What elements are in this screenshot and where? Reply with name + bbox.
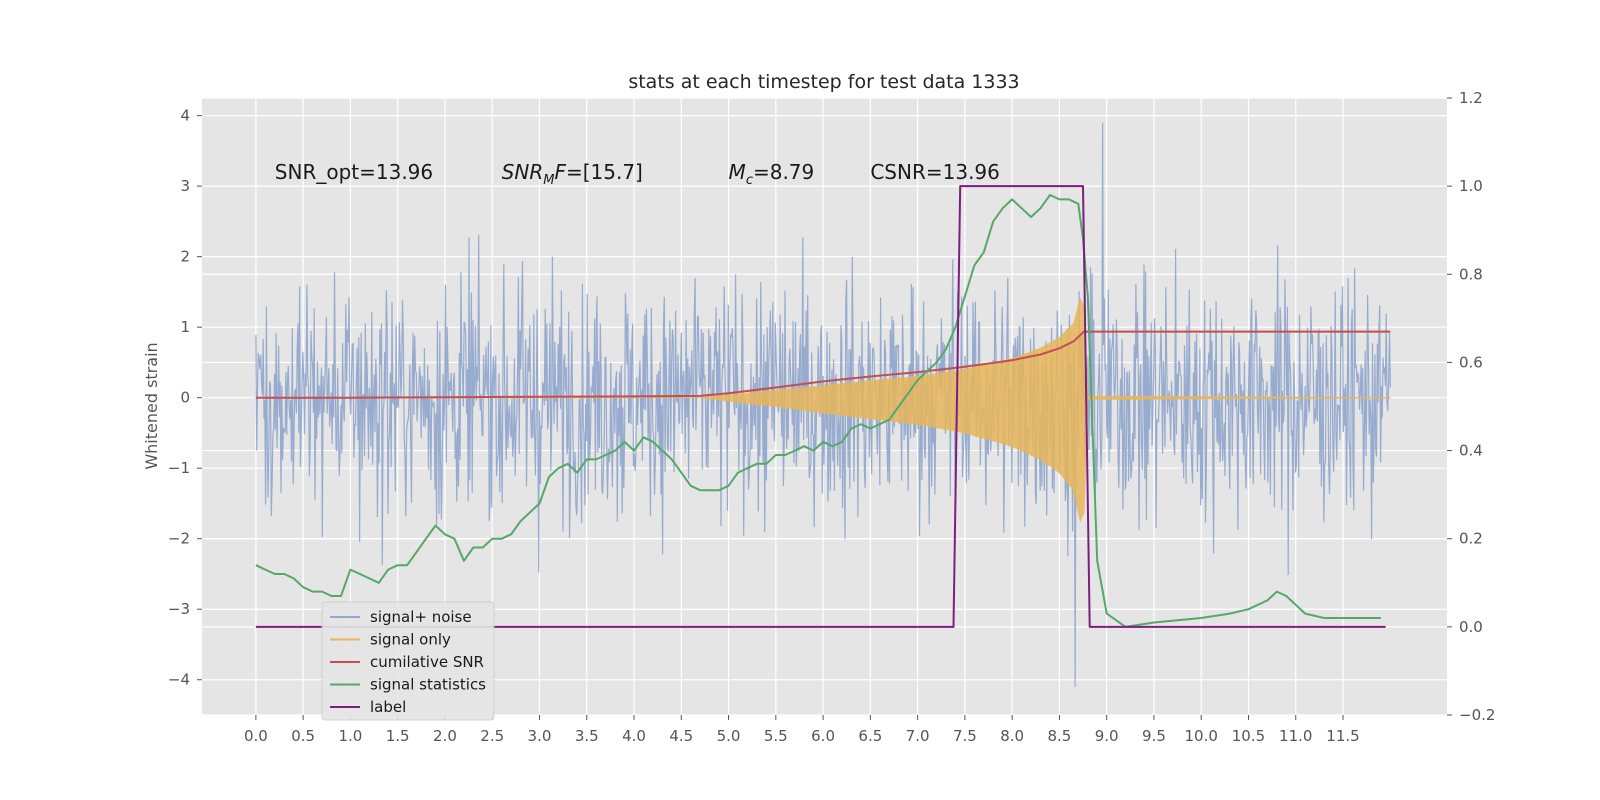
y-tick-label: −3 <box>168 600 190 618</box>
legend-box <box>321 601 495 721</box>
y-tick-label: 4 <box>180 107 190 125</box>
axes: 0.0 0.5 1.0 1.5 2.0 2.5 3.0 3.5 4.0 4.5 5.0 5.5 6.0 6… <box>168 89 1496 745</box>
label-line <box>255 185 1386 628</box>
y-tick-label: −1 <box>168 459 190 477</box>
x-tick-label: 4.0 <box>622 727 646 745</box>
x-tick-label: 1.0 <box>338 727 362 745</box>
y-tick-label: 2 <box>180 248 190 266</box>
legend-label: label <box>370 698 406 716</box>
y2-tick-label: 0.8 <box>1459 265 1483 283</box>
y-axis-label: Whitened strain <box>142 342 161 469</box>
x-tick-label: 3.0 <box>528 727 552 745</box>
annotation: Mc=8.79 <box>729 160 815 188</box>
y-tick-label: −2 <box>168 530 190 548</box>
x-tick-label: 11.0 <box>1279 727 1312 745</box>
signal-only-envelope <box>255 297 1391 523</box>
grid <box>202 97 1447 716</box>
x-tick-label: 8.5 <box>1047 727 1071 745</box>
signal-only-series <box>255 297 1391 523</box>
signal-noise-trace <box>255 122 1391 687</box>
y2-tick-label: −0.2 <box>1459 706 1495 724</box>
annotation: SNR_opt=13.96 <box>275 160 433 184</box>
signal-noise-series <box>255 122 1391 687</box>
y2-tick-label: 1.2 <box>1459 89 1483 107</box>
x-tick-label: 1.5 <box>386 727 410 745</box>
x-tick-label: 9.0 <box>1095 727 1119 745</box>
x-tick-label: 8.0 <box>1000 727 1024 745</box>
x-tick-label: 6.5 <box>858 727 882 745</box>
legend-label: signal statistics <box>370 676 486 694</box>
y2-tick-label: 0.6 <box>1459 353 1483 371</box>
x-tick-label: 7.5 <box>953 727 977 745</box>
x-tick-label: 0.0 <box>244 727 268 745</box>
y2-tick-label: 0.2 <box>1459 530 1483 548</box>
legend-label: cumilative SNR <box>370 653 484 671</box>
y-tick-label: 3 <box>180 177 190 195</box>
y-tick-label: −4 <box>168 671 190 689</box>
x-tick-label: 9.5 <box>1142 727 1166 745</box>
x-tick-label: 7.0 <box>906 727 930 745</box>
annotation: SNRMF=[15.7] <box>502 160 643 188</box>
x-tick-label: 6.0 <box>811 727 835 745</box>
annotations: SNR_opt=13.96 SNRMF=[15.7] Mc=8.79 CSNR=13.… <box>275 160 1000 188</box>
x-tick-label: 11.5 <box>1326 727 1359 745</box>
cumilative-snr-line <box>255 330 1391 399</box>
legend-label: signal only <box>370 631 451 649</box>
legend-label: signal+ noise <box>370 608 472 626</box>
y-tick-label: 0 <box>180 389 190 407</box>
y2-tick-label: 0.0 <box>1459 618 1483 636</box>
y2-tick-label: 1.0 <box>1459 177 1483 195</box>
x-tick-label: 3.5 <box>575 727 599 745</box>
x-tick-label: 10.5 <box>1232 727 1265 745</box>
x-tick-label: 2.5 <box>480 727 504 745</box>
line-series <box>255 185 1391 628</box>
x-tick-label: 4.5 <box>669 727 693 745</box>
annotation: CSNR=13.96 <box>870 160 1000 184</box>
x-tick-label: 0.5 <box>291 727 315 745</box>
x-tick-label: 10.0 <box>1185 727 1218 745</box>
x-tick-label: 5.0 <box>717 727 741 745</box>
chart-title: stats at each timestep for test data 133… <box>628 71 1019 93</box>
x-tick-label: 5.5 <box>764 727 788 745</box>
x-tick-label: 2.0 <box>433 727 457 745</box>
y-tick-label: 1 <box>180 318 190 336</box>
y2-tick-label: 0.4 <box>1459 442 1483 460</box>
legend: signal+ noise signal only cumilative SNR si… <box>321 601 495 721</box>
